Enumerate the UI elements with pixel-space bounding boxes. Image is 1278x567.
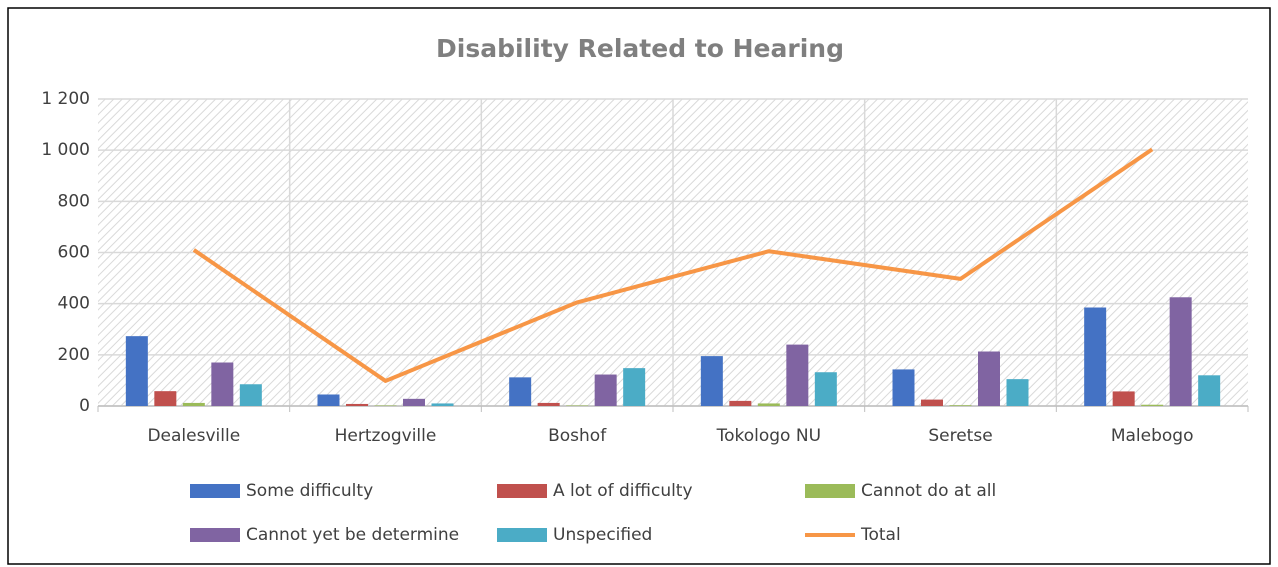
y-tick-label: 600 [58,243,90,263]
bar [921,399,943,406]
bar [757,403,780,406]
legend-swatch [805,484,855,498]
legend-swatch [497,528,547,542]
bar [154,391,177,406]
bar [978,351,1000,406]
legend-label: A lot of difficulty [553,481,693,501]
bar [211,362,234,406]
bar [814,372,837,406]
legend-swatch [190,528,240,542]
bar [125,336,148,406]
bar [786,344,809,406]
bar [346,403,368,406]
legend-label: Cannot do at all [861,481,996,501]
bar [1112,391,1135,406]
legend-swatch [190,484,240,498]
bar [623,368,646,406]
y-tick-label: 1 200 [41,89,90,109]
x-tick-label: Malebogo [1111,426,1194,446]
bar [1198,375,1221,406]
legend-swatch [497,484,547,498]
y-tick-label: 0 [79,396,90,416]
legend-label: Some difficulty [246,481,373,501]
y-tick-label: 400 [58,294,90,314]
legend-label: Cannot yet be determine [246,525,459,545]
bar [1141,404,1164,406]
bar [374,405,397,406]
bar [1169,297,1192,406]
y-tick-label: 1 000 [41,140,90,160]
x-tick-label: Tokologo NU [716,426,821,446]
bar [317,394,340,406]
y-tick-label: 800 [58,191,90,211]
bar [1084,307,1107,406]
chart-title: Disability Related to Hearing [436,34,844,63]
bar [431,403,454,406]
bar [1006,379,1029,406]
bar [566,405,589,406]
bar [892,369,915,406]
bar [239,384,262,406]
bar [594,374,617,406]
bar [182,402,205,406]
bar [729,400,752,406]
x-tick-label: Seretse [928,426,992,446]
bar [700,356,723,406]
legend-label: Unspecified [553,525,652,545]
x-tick-label: Hertzogville [335,426,437,446]
bar [537,402,560,406]
bar [403,398,425,406]
y-tick-label: 200 [58,345,90,365]
x-tick-label: Boshof [548,426,607,446]
bar [509,377,532,406]
legend-label: Total [860,525,901,545]
x-tick-label: Dealesville [147,426,240,446]
bar [949,405,972,406]
line-series [192,147,1154,383]
